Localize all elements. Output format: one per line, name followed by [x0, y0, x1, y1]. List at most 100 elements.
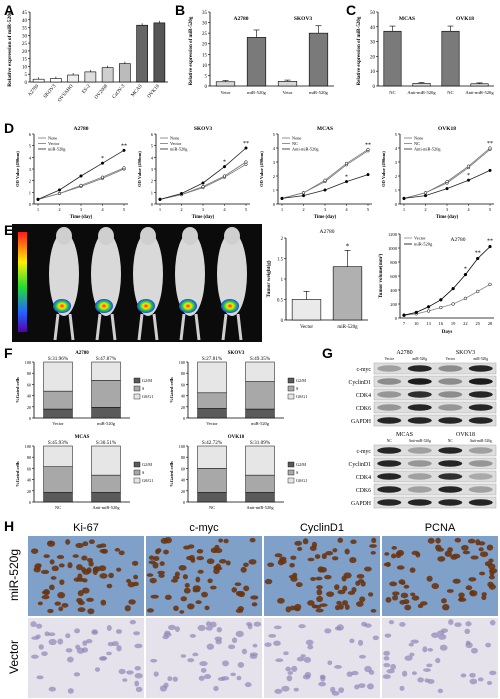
stained-nucleus: [231, 587, 238, 593]
y-tick-label: 4: [395, 146, 398, 151]
x-tick-label: 1: [159, 207, 161, 212]
blot-band: [377, 417, 402, 424]
stained-nucleus: [437, 556, 446, 562]
stained-nucleus: [460, 673, 467, 678]
x-tick-label: 2: [58, 207, 60, 212]
stained-nucleus: [192, 652, 199, 657]
stained-nucleus: [251, 602, 258, 607]
stained-nucleus: [180, 654, 187, 658]
ihc-row-label-mir520g: miR-520g: [2, 536, 26, 616]
stained-nucleus: [132, 581, 139, 587]
mouse-body: [217, 232, 247, 316]
stained-nucleus: [321, 553, 327, 560]
data-point: [323, 188, 327, 192]
bar: [32, 78, 45, 83]
data-point: [402, 313, 406, 317]
legend-swatch: [287, 477, 295, 484]
data-point: [57, 191, 62, 196]
y-axis-label: Tumor volume(mm³): [378, 253, 384, 298]
data-point: [344, 161, 349, 165]
legend-label: G2/M: [142, 378, 152, 383]
y-tick-label: 40: [27, 478, 31, 483]
data-point: [476, 256, 480, 261]
stained-nucleus: [264, 642, 272, 647]
x-tick-label: 16: [439, 321, 444, 326]
stained-nucleus: [314, 554, 321, 559]
chart-f-ovk18: 0 20 40 60 80 100 %Gated cells OVK18 S:42.72% NC S…: [169, 435, 307, 510]
x-tick-label: Anti-miR-520g: [407, 90, 436, 95]
stained-nucleus: [346, 671, 353, 677]
stained-nucleus: [343, 572, 352, 579]
series-line: [37, 167, 125, 200]
stained-nucleus: [197, 569, 204, 574]
data-point: [344, 180, 349, 184]
stained-nucleus: [61, 602, 69, 608]
y-tick-label: 0: [25, 81, 28, 86]
y-axis-label: OD Value (490nm): [137, 151, 142, 187]
panel-label-a: A: [4, 2, 15, 18]
bar: [84, 71, 97, 83]
stained-nucleus: [235, 630, 244, 638]
stained-nucleus: [462, 550, 471, 555]
stained-nucleus: [437, 630, 445, 635]
stained-nucleus: [58, 606, 64, 612]
stained-nucleus: [92, 568, 98, 575]
blot-band: [468, 365, 493, 372]
chart-title: SKOV3: [228, 351, 245, 356]
blot-band: [407, 365, 432, 372]
stained-nucleus: [285, 606, 292, 613]
stained-nucleus: [72, 554, 79, 558]
y-tick-label: 400: [390, 288, 398, 293]
stained-nucleus: [336, 600, 342, 605]
stained-nucleus: [360, 580, 366, 587]
y-tick-label: 2: [29, 179, 31, 184]
group-label: OVK18: [456, 16, 474, 22]
legend-label: Vector: [170, 141, 182, 146]
stained-nucleus: [359, 596, 366, 603]
stained-nucleus: [196, 555, 205, 561]
data-point: [463, 296, 468, 301]
stained-nucleus: [65, 648, 73, 653]
stained-nucleus: [363, 566, 372, 572]
stack-segment: [197, 361, 227, 394]
stained-nucleus: [295, 582, 303, 588]
stained-nucleus: [36, 623, 43, 629]
stained-nucleus: [441, 598, 447, 604]
y-tick-label: 5: [151, 144, 154, 149]
stained-nucleus: [134, 672, 143, 679]
mouse-leg: [236, 313, 243, 341]
stained-nucleus: [152, 555, 160, 562]
stack-segment: [91, 492, 121, 503]
mouse-leg: [68, 313, 75, 341]
lane-label: Vector: [385, 357, 395, 361]
blot-strip: [373, 375, 497, 388]
stained-nucleus: [390, 663, 397, 670]
significance-mark: **: [475, 251, 481, 257]
stained-nucleus: [133, 631, 141, 636]
stained-nucleus: [383, 663, 391, 668]
stained-nucleus: [484, 561, 493, 567]
data-point: [301, 194, 306, 198]
stained-nucleus: [454, 537, 462, 543]
protein-label: CyclinD1: [348, 462, 371, 468]
stained-nucleus: [334, 584, 340, 591]
stained-nucleus: [344, 548, 350, 555]
stained-nucleus: [116, 645, 122, 652]
stained-nucleus: [237, 662, 245, 668]
y-tick-label: 30: [22, 34, 28, 39]
y-tick-label: 20: [27, 405, 31, 410]
stained-nucleus: [386, 669, 395, 674]
stained-nucleus: [205, 626, 213, 631]
x-tick-label: 3: [324, 207, 327, 212]
stained-nucleus: [488, 575, 495, 580]
stained-nucleus: [186, 556, 192, 561]
stained-nucleus: [201, 591, 208, 598]
stack-segment: [91, 407, 121, 419]
x-tick-label: Vetor: [221, 90, 231, 95]
stained-nucleus: [334, 604, 341, 611]
x-axis-label: Time (day): [436, 215, 459, 220]
stained-nucleus: [203, 674, 212, 680]
y-tick-label: 15: [202, 53, 208, 58]
stained-nucleus: [49, 559, 55, 565]
stained-nucleus: [77, 577, 86, 582]
